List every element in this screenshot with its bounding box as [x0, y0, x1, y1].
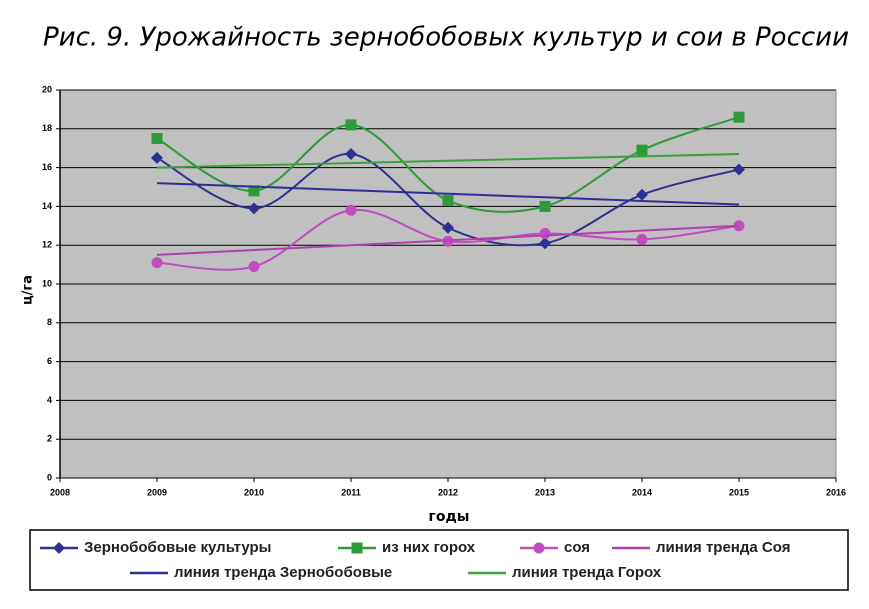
x-tick-label: 2015 — [729, 487, 749, 497]
x-tick-label: 2010 — [244, 487, 264, 497]
x-tick-label: 2012 — [438, 487, 458, 497]
x-tick-label: 2011 — [341, 487, 361, 497]
marker — [733, 163, 745, 176]
trend-line — [156, 182, 740, 206]
y-tick-label: 12 — [42, 240, 52, 250]
y-tick-label: 18 — [42, 123, 52, 133]
x-tick-label: 2009 — [147, 487, 167, 497]
chart-title: Рис. 9. Урожайность зернобобовых культур… — [43, 23, 849, 53]
marker — [636, 233, 648, 245]
y-tick-label: 2 — [47, 434, 52, 444]
marker — [151, 151, 163, 164]
legend-label: Зернобобовые культуры — [84, 539, 271, 556]
marker — [533, 542, 545, 554]
y-tick-label: 20 — [42, 84, 52, 94]
marker — [636, 188, 648, 201]
marker — [345, 119, 357, 131]
x-tick-label: 2014 — [632, 487, 652, 497]
y-tick-label: 10 — [42, 278, 52, 288]
marker — [248, 202, 260, 215]
y-tick-label: 4 — [47, 395, 52, 405]
marker — [248, 261, 260, 273]
legend-label: линия тренда Зернобобовые — [174, 564, 392, 581]
x-axis-label: годы — [429, 509, 470, 525]
legend-label: соя — [564, 539, 590, 556]
x-tick-label: 2016 — [826, 487, 846, 497]
trend-line — [156, 153, 740, 169]
marker — [53, 542, 65, 554]
marker — [351, 542, 363, 554]
x-tick-label: 2013 — [535, 487, 555, 497]
marker — [345, 204, 357, 216]
legend-box — [29, 529, 849, 591]
legend-label: из них горох — [382, 539, 476, 556]
marker — [442, 195, 454, 207]
marker — [248, 185, 260, 197]
y-axis-label: ц/га — [21, 275, 36, 305]
marker — [636, 144, 648, 156]
marker — [539, 228, 551, 240]
marker — [539, 200, 551, 212]
y-tick-label: 8 — [47, 317, 52, 327]
marker — [345, 148, 357, 161]
y-tick-label: 14 — [42, 201, 52, 211]
legend-label: линия тренда Горох — [512, 564, 662, 581]
marker — [151, 133, 163, 144]
y-tick-label: 0 — [47, 472, 52, 482]
legend-label: линия тренда Соя — [656, 539, 790, 556]
marker — [733, 111, 745, 123]
trend-line — [156, 224, 740, 256]
y-tick-label: 6 — [47, 356, 52, 366]
x-tick-label: 2008 — [50, 487, 70, 497]
y-tick-label: 16 — [42, 162, 52, 172]
marker — [151, 257, 163, 269]
marker — [442, 221, 454, 234]
marker — [539, 237, 551, 250]
